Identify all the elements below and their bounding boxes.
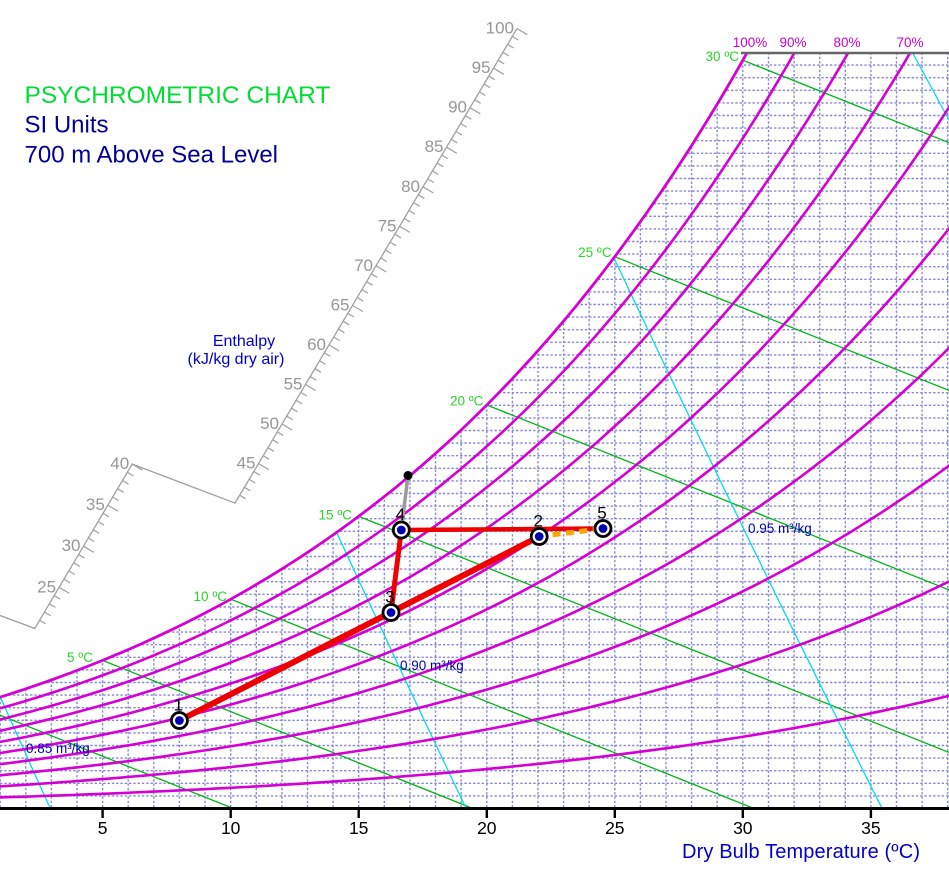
svg-text:80: 80 — [401, 177, 420, 196]
svg-text:5 ºC: 5 ºC — [67, 650, 93, 665]
svg-text:70%: 70% — [896, 35, 923, 50]
svg-text:95: 95 — [472, 58, 491, 77]
svg-text:0.90 m³/kg: 0.90 m³/kg — [400, 658, 464, 673]
svg-text:0.95 m³/kg: 0.95 m³/kg — [748, 521, 812, 536]
svg-text:700 m Above Sea Level: 700 m Above Sea Level — [25, 142, 279, 169]
svg-text:5: 5 — [597, 504, 606, 523]
svg-text:70: 70 — [354, 256, 373, 275]
svg-text:5: 5 — [98, 818, 108, 838]
svg-text:85: 85 — [425, 137, 444, 156]
svg-text:55: 55 — [284, 375, 303, 394]
svg-text:Dry Bulb Temperature (ºC): Dry Bulb Temperature (ºC) — [682, 841, 920, 863]
svg-text:SI Units: SI Units — [25, 112, 109, 139]
svg-text:65: 65 — [331, 295, 350, 314]
svg-text:Enthalpy: Enthalpy — [213, 333, 275, 350]
svg-text:0.85 m³/kg: 0.85 m³/kg — [26, 741, 90, 756]
svg-text:80%: 80% — [833, 35, 860, 50]
svg-text:20: 20 — [477, 818, 497, 838]
svg-text:20 ºC: 20 ºC — [450, 394, 484, 409]
svg-text:15: 15 — [349, 818, 368, 838]
svg-text:3: 3 — [385, 588, 394, 607]
svg-text:35: 35 — [86, 495, 105, 514]
svg-text:1: 1 — [174, 696, 183, 715]
svg-text:100%: 100% — [733, 35, 768, 50]
svg-text:PSYCHROMETRIC CHART: PSYCHROMETRIC CHART — [25, 82, 331, 109]
svg-text:75: 75 — [378, 216, 397, 235]
svg-text:45: 45 — [237, 454, 256, 473]
svg-text:40: 40 — [110, 454, 129, 473]
svg-text:10 ºC: 10 ºC — [194, 589, 228, 604]
svg-text:2: 2 — [533, 512, 542, 531]
svg-text:25: 25 — [605, 818, 624, 838]
svg-text:4: 4 — [396, 505, 405, 524]
svg-text:30: 30 — [733, 818, 753, 838]
svg-text:100: 100 — [486, 19, 514, 38]
svg-text:35: 35 — [861, 818, 880, 838]
svg-text:90%: 90% — [779, 35, 806, 50]
svg-text:30 ºC: 30 ºC — [706, 49, 740, 64]
svg-text:15 ºC: 15 ºC — [319, 508, 353, 523]
svg-text:50: 50 — [260, 414, 279, 433]
svg-text:10: 10 — [221, 818, 241, 838]
svg-text:(kJ/kg dry air): (kJ/kg dry air) — [188, 351, 285, 368]
svg-text:25: 25 — [37, 577, 56, 596]
svg-text:30: 30 — [62, 536, 81, 555]
svg-text:25 ºC: 25 ºC — [578, 245, 612, 260]
svg-text:90: 90 — [448, 98, 467, 117]
svg-text:60: 60 — [307, 335, 326, 354]
